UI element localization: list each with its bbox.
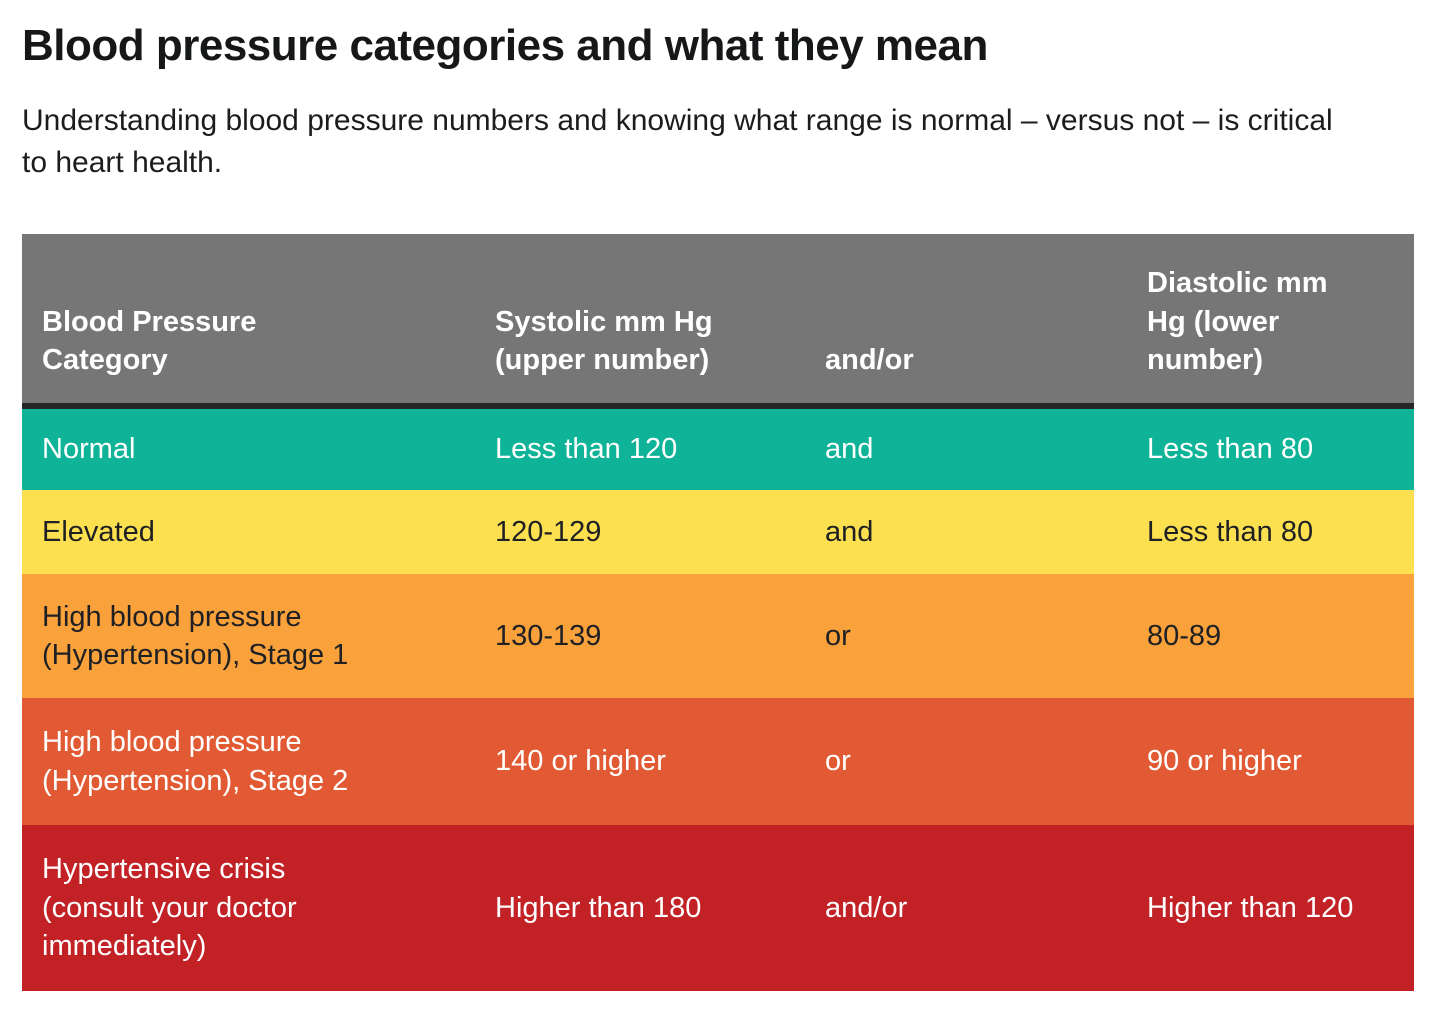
table-header-row: Blood Pressure Category Systolic mm Hg (… bbox=[22, 234, 1414, 410]
cell-systolic: 140 or higher bbox=[495, 745, 666, 778]
cell-connector: and bbox=[825, 515, 874, 548]
cell-systolic: 120-129 bbox=[495, 515, 602, 548]
table-row-hypertension-stage-1: High blood pressure (Hypertension), Stag… bbox=[22, 574, 1414, 699]
table-row-elevated: Elevated 120-129 and Less than 80 bbox=[22, 490, 1414, 575]
cell-systolic: Higher than 180 bbox=[495, 891, 702, 924]
table-row-hypertensive-crisis: Hypertensive crisis (consult your doctor… bbox=[22, 825, 1414, 992]
cell-diastolic: 90 or higher bbox=[1147, 745, 1302, 778]
header-cell-systolic: Systolic mm Hg (upper number) bbox=[475, 234, 805, 410]
cell-connector: or bbox=[825, 619, 851, 652]
cell-connector: and bbox=[825, 433, 874, 466]
category-label: High blood pressure (Hypertension), Stag… bbox=[42, 600, 349, 672]
page-subtitle: Understanding blood pressure numbers and… bbox=[22, 104, 1333, 180]
cell-diastolic: 80-89 bbox=[1147, 619, 1222, 652]
page-title: Blood pressure categories and what they … bbox=[22, 21, 988, 70]
cell-category: Elevated bbox=[22, 490, 475, 574]
header-label-category: Blood Pressure Category bbox=[42, 305, 257, 376]
page: Blood pressure categories and what they … bbox=[22, 21, 1414, 992]
category-label: Normal bbox=[42, 433, 136, 466]
cell-systolic: Less than 120 bbox=[495, 433, 678, 466]
cell-diastolic: Higher than 120 bbox=[1147, 891, 1354, 924]
cell-connector: or bbox=[825, 745, 851, 778]
table-row-normal: Normal Less than 120 and Less than 80 bbox=[22, 406, 1414, 491]
cell-systolic: 130-139 bbox=[495, 619, 602, 652]
header-cell-category: Blood Pressure Category bbox=[22, 234, 475, 410]
cell-category: High blood pressure (Hypertension), Stag… bbox=[22, 698, 475, 825]
cell-category: High blood pressure (Hypertension), Stag… bbox=[22, 574, 475, 698]
header-cell-diastolic: Diastolic mm Hg (lower number) bbox=[1127, 234, 1414, 410]
category-label: High blood pressure (Hypertension), Stag… bbox=[42, 726, 349, 797]
header-cell-andor: and/or bbox=[805, 234, 1127, 410]
table-row-hypertension-stage-2: High blood pressure (Hypertension), Stag… bbox=[22, 698, 1414, 826]
header-label-andor: and/or bbox=[825, 343, 914, 376]
cell-diastolic: Less than 80 bbox=[1147, 515, 1314, 548]
cell-category: Normal bbox=[22, 406, 475, 490]
cell-diastolic: Less than 80 bbox=[1147, 433, 1314, 466]
category-label: Elevated bbox=[42, 515, 155, 548]
header-label-diastolic: Diastolic mm Hg (lower number) bbox=[1147, 267, 1328, 376]
category-label: Hypertensive crisis (consult your doctor… bbox=[42, 853, 297, 963]
cell-connector: and/or bbox=[825, 891, 908, 924]
blood-pressure-table: Blood Pressure Category Systolic mm Hg (… bbox=[22, 234, 1414, 992]
cell-category: Hypertensive crisis (consult your doctor… bbox=[22, 825, 475, 991]
header-label-systolic: Systolic mm Hg (upper number) bbox=[495, 305, 713, 376]
